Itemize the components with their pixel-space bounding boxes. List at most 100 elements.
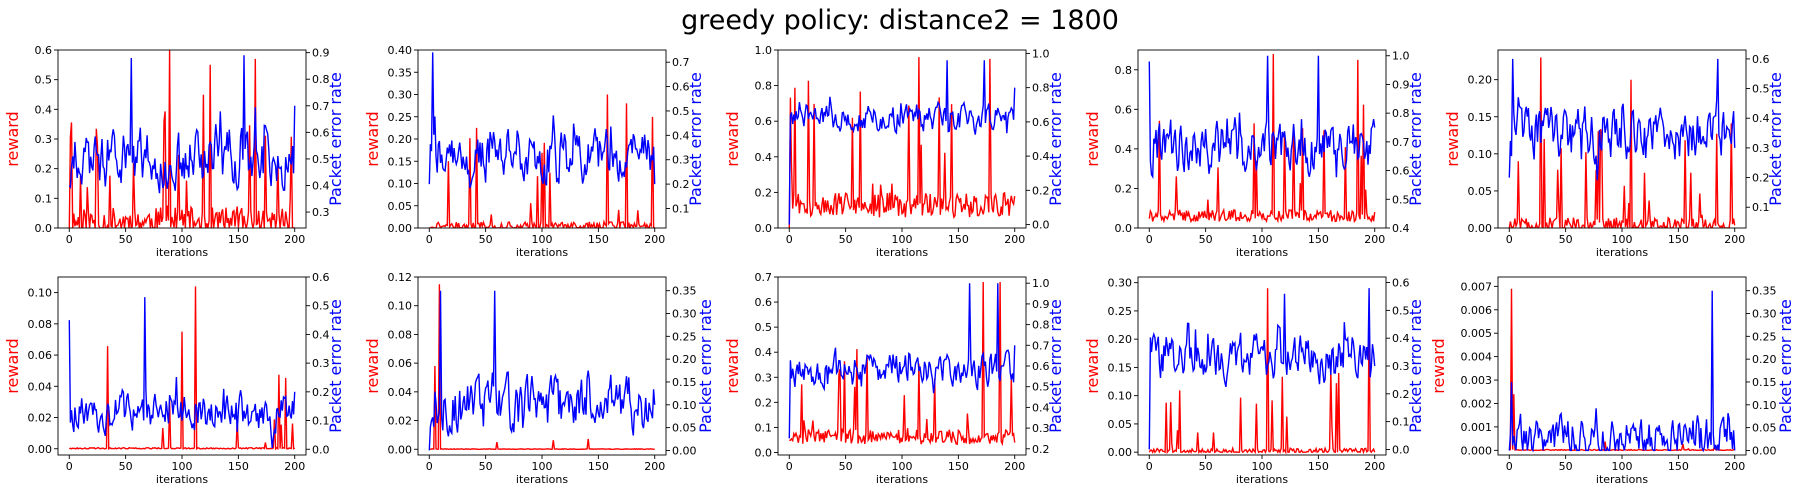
right-y-tick-label: 0.5 (312, 153, 330, 166)
x-tick-label: 200 (644, 460, 665, 473)
left-y-tick-label: 0.005 (1461, 327, 1493, 340)
x-tick-label: 0 (66, 460, 73, 473)
reward-series-line (1148, 288, 1376, 455)
left-y-tick-label: 0.0 (35, 222, 53, 235)
x-axis-label: iterations (1596, 246, 1648, 259)
left-y-tick-label: 0.1 (35, 192, 53, 205)
x-tick-label: 0 (1146, 460, 1153, 473)
left-y-tick-label: 0.8 (755, 80, 773, 93)
left-y-tick-label: 0.2 (35, 163, 53, 176)
x-tick-label: 0 (426, 460, 433, 473)
right-y-tick-label: 0.6 (312, 126, 330, 139)
right-y-tick-label: 0.6 (672, 81, 690, 94)
left-y-axis-label: reward (363, 338, 382, 393)
left-y-tick-label: 0.04 (28, 380, 53, 393)
left-y-tick-label: 0.0 (1115, 222, 1133, 235)
right-y-tick-label: 0.0 (1032, 219, 1050, 232)
left-y-axis-label: reward (1083, 338, 1102, 393)
left-y-tick-label: 0.1 (755, 421, 773, 434)
left-y-tick-label: 0.00 (1108, 446, 1133, 459)
subplot-6: 0 50 100 150 200 iterations 0.00 0.02 0.04 0.06 0.… (3, 271, 345, 486)
right-y-tick-label: 0.5 (1752, 83, 1770, 96)
right-y-tick-label: 0.2 (1392, 388, 1410, 401)
left-y-tick-label: 0.3 (35, 133, 53, 146)
per-series-line (1148, 288, 1376, 450)
left-y-axis-label: reward (363, 111, 382, 166)
left-y-axis-label: reward (1443, 111, 1462, 166)
subplot-3: 0 50 100 150 200 iterations 0.0 0.2 0.4 0.6 0.8 1.0… (723, 44, 1065, 259)
left-y-tick-label: 0.00 (1468, 222, 1493, 235)
figure-title: greedy policy: distance2 = 1800 (681, 5, 1119, 36)
x-tick-label: 200 (1724, 233, 1745, 246)
right-y-axis-label: Packet error rate (1766, 72, 1785, 206)
right-y-tick-label: 0.8 (1032, 319, 1050, 332)
left-y-tick-label: 0.2 (755, 396, 773, 409)
x-tick-label: 50 (839, 460, 853, 473)
left-y-tick-label: 0.000 (1461, 444, 1493, 457)
x-tick-label: 50 (839, 233, 853, 246)
right-y-tick-label: 0.3 (1392, 360, 1410, 373)
x-tick-label: 150 (588, 460, 609, 473)
right-y-tick-label: 0.9 (1032, 298, 1050, 311)
left-y-tick-label: 0.4 (35, 103, 53, 116)
x-axis-label: iterations (516, 246, 568, 259)
reward-series-line (1508, 288, 1736, 452)
right-y-axis-label: Packet error rate (686, 72, 705, 206)
left-y-tick-label: 0.00 (388, 222, 413, 235)
right-y-tick-label: 0.9 (312, 47, 330, 60)
reward-series-line (429, 284, 655, 451)
x-tick-label: 0 (786, 233, 793, 246)
left-y-tick-label: 0.6 (35, 44, 53, 57)
per-series-line (428, 52, 656, 189)
left-y-tick-label: 0.10 (1468, 148, 1493, 161)
right-y-tick-label: 0.25 (1752, 330, 1777, 343)
left-y-tick-label: 0.08 (28, 318, 53, 331)
left-y-axis-label: reward (3, 338, 22, 393)
right-y-tick-label: 0.4 (1752, 112, 1770, 125)
left-y-tick-label: 0.02 (28, 412, 53, 425)
reward-series-line (1148, 53, 1376, 224)
right-y-tick-label: 1.0 (1392, 50, 1410, 63)
left-y-tick-label: 0.8 (1115, 64, 1133, 77)
left-y-tick-label: 0.10 (1108, 390, 1133, 403)
x-tick-label: 50 (1559, 233, 1573, 246)
x-tick-label: 0 (1506, 460, 1513, 473)
left-y-tick-label: 0.0 (755, 446, 773, 459)
reward-series-line (68, 50, 295, 228)
left-y-tick-label: 0.4 (755, 346, 773, 359)
right-y-tick-label: 0.2 (1032, 184, 1050, 197)
x-tick-label: 50 (119, 460, 133, 473)
left-y-tick-label: 0.004 (1461, 351, 1493, 364)
left-y-tick-label: 0.05 (388, 200, 413, 213)
x-tick-label: 200 (644, 233, 665, 246)
left-y-tick-label: 0.05 (1468, 185, 1493, 198)
x-tick-label: 200 (1004, 233, 1025, 246)
right-y-tick-label: 0.4 (672, 129, 690, 142)
reward-series-line (429, 94, 656, 228)
right-y-tick-label: 0.0 (1392, 443, 1410, 456)
left-y-tick-label: 0.3 (755, 371, 773, 384)
x-tick-label: 150 (1308, 233, 1329, 246)
left-y-tick-label: 0.12 (388, 271, 413, 284)
right-y-tick-label: 0.1 (1392, 416, 1410, 429)
right-y-tick-label: 0.8 (1392, 107, 1410, 120)
right-y-tick-label: 0.7 (312, 100, 330, 113)
left-y-tick-label: 0.30 (388, 89, 413, 102)
left-y-tick-label: 0.40 (388, 44, 413, 57)
left-y-tick-label: 0.001 (1461, 421, 1493, 434)
x-tick-label: 0 (1506, 233, 1513, 246)
right-y-tick-label: 0.4 (1032, 150, 1050, 163)
subplot-10: 0 50 100 150 200 iterations 0.000 0.001 0.002 0.0… (1429, 276, 1795, 486)
x-tick-label: 150 (1668, 460, 1689, 473)
x-tick-label: 0 (426, 233, 433, 246)
x-tick-label: 100 (1612, 233, 1633, 246)
left-y-tick-label: 0.05 (1108, 418, 1133, 431)
right-y-tick-label: 0.25 (672, 330, 697, 343)
left-y-tick-label: 0.02 (388, 415, 413, 428)
left-y-tick-label: 0.15 (1468, 111, 1493, 124)
x-axis-label: iterations (876, 246, 928, 259)
x-tick-label: 0 (66, 233, 73, 246)
left-y-tick-label: 0.4 (755, 151, 773, 164)
right-y-axis-label: Packet error rate (1046, 299, 1065, 433)
